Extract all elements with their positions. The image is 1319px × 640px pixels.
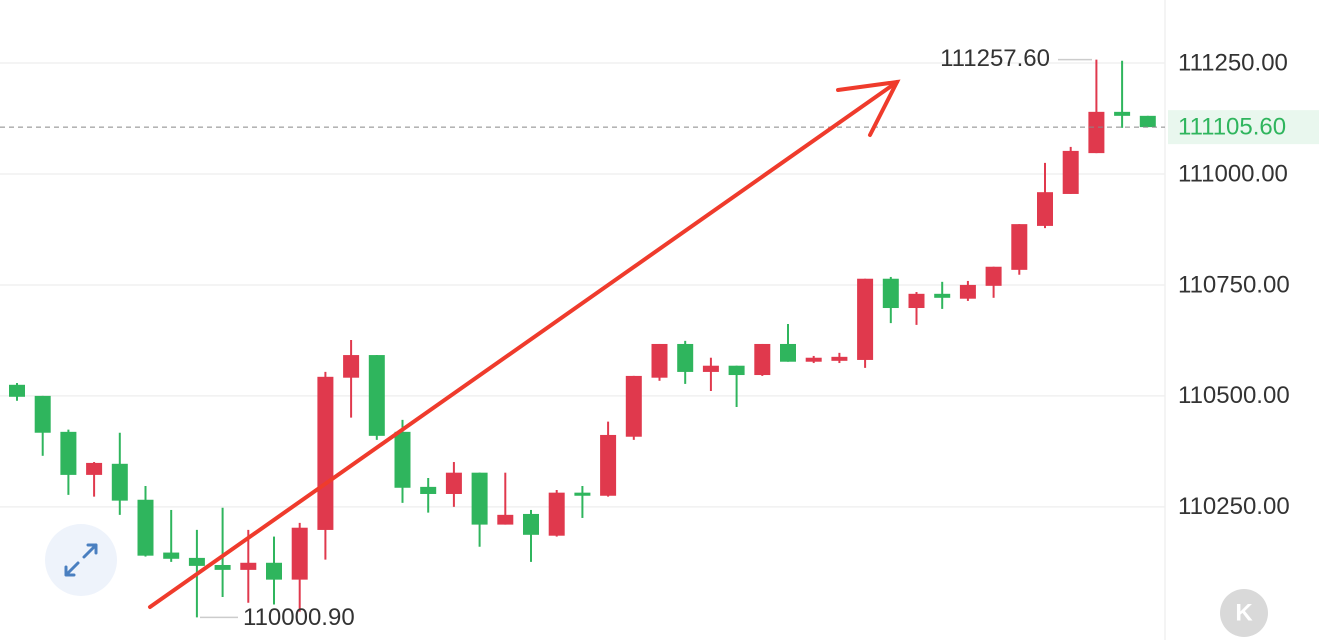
candle-body bbox=[240, 562, 257, 570]
arrow-shaft bbox=[148, 80, 899, 609]
plot: 111250.00 111000.00 110750.00 110500.00 1102… bbox=[0, 45, 1319, 631]
candle-body bbox=[60, 431, 77, 475]
candle-body bbox=[1037, 192, 1053, 226]
candle-body bbox=[625, 375, 642, 437]
candle-body bbox=[728, 365, 745, 376]
expand-button-bg[interactable] bbox=[45, 524, 117, 596]
candle-body bbox=[574, 492, 591, 496]
y-tick-label: 111250.00 bbox=[1178, 49, 1288, 76]
candle-body bbox=[343, 355, 360, 378]
candle-body bbox=[882, 278, 899, 309]
candle-body bbox=[600, 434, 617, 496]
candle-body bbox=[266, 562, 282, 580]
high-marker-label: 111257.60 bbox=[940, 45, 1050, 72]
candle-body bbox=[934, 293, 951, 298]
expand-icon[interactable] bbox=[64, 543, 98, 577]
candle-body bbox=[394, 431, 411, 488]
candle-body bbox=[291, 527, 308, 580]
last-price-label-bg bbox=[1168, 110, 1319, 145]
candle-body bbox=[985, 266, 1002, 286]
candle-body bbox=[34, 395, 51, 433]
watermark-badge bbox=[1220, 589, 1268, 637]
arrow-head bbox=[836, 79, 901, 137]
candle-body bbox=[908, 293, 925, 309]
last-price-label: 111105.60 bbox=[1178, 113, 1286, 140]
candle-body bbox=[780, 343, 796, 362]
y-tick-label: 110750.00 bbox=[1178, 271, 1290, 298]
candle-body bbox=[548, 492, 565, 536]
candle-body bbox=[163, 552, 180, 559]
candle-body bbox=[86, 462, 103, 475]
candle-body bbox=[857, 278, 874, 360]
candle-body bbox=[188, 557, 205, 566]
low-marker-label: 110000.90 bbox=[243, 604, 355, 631]
candle-body bbox=[702, 365, 719, 372]
candle-body bbox=[317, 376, 334, 530]
trend-arrow bbox=[148, 79, 901, 609]
candle-body bbox=[1011, 224, 1028, 270]
watermark: K bbox=[1235, 599, 1253, 626]
expand-button[interactable] bbox=[45, 524, 117, 596]
candle-body bbox=[137, 499, 154, 556]
candle-body bbox=[754, 343, 771, 376]
candle-body bbox=[9, 384, 25, 397]
candle-body bbox=[497, 514, 514, 525]
candle-body bbox=[959, 284, 976, 299]
y-tick-label: 110500.00 bbox=[1178, 382, 1290, 409]
candle-body bbox=[420, 486, 437, 494]
candle-body bbox=[1114, 111, 1131, 116]
candle-body bbox=[214, 564, 231, 570]
candle-body bbox=[651, 343, 668, 378]
y-tick-label: 111000.00 bbox=[1178, 160, 1288, 187]
candle-body bbox=[677, 343, 694, 372]
candle-body bbox=[1088, 111, 1105, 154]
candle-body bbox=[471, 472, 488, 525]
candle-body bbox=[368, 355, 385, 436]
candle-body bbox=[523, 513, 539, 535]
candle-body bbox=[831, 356, 848, 361]
y-tick-label: 110250.00 bbox=[1178, 493, 1290, 520]
candle-body bbox=[805, 357, 822, 362]
candle-body bbox=[445, 472, 462, 494]
candle-body bbox=[1139, 115, 1156, 128]
candle-body bbox=[1062, 150, 1079, 194]
candle-body bbox=[111, 463, 128, 501]
